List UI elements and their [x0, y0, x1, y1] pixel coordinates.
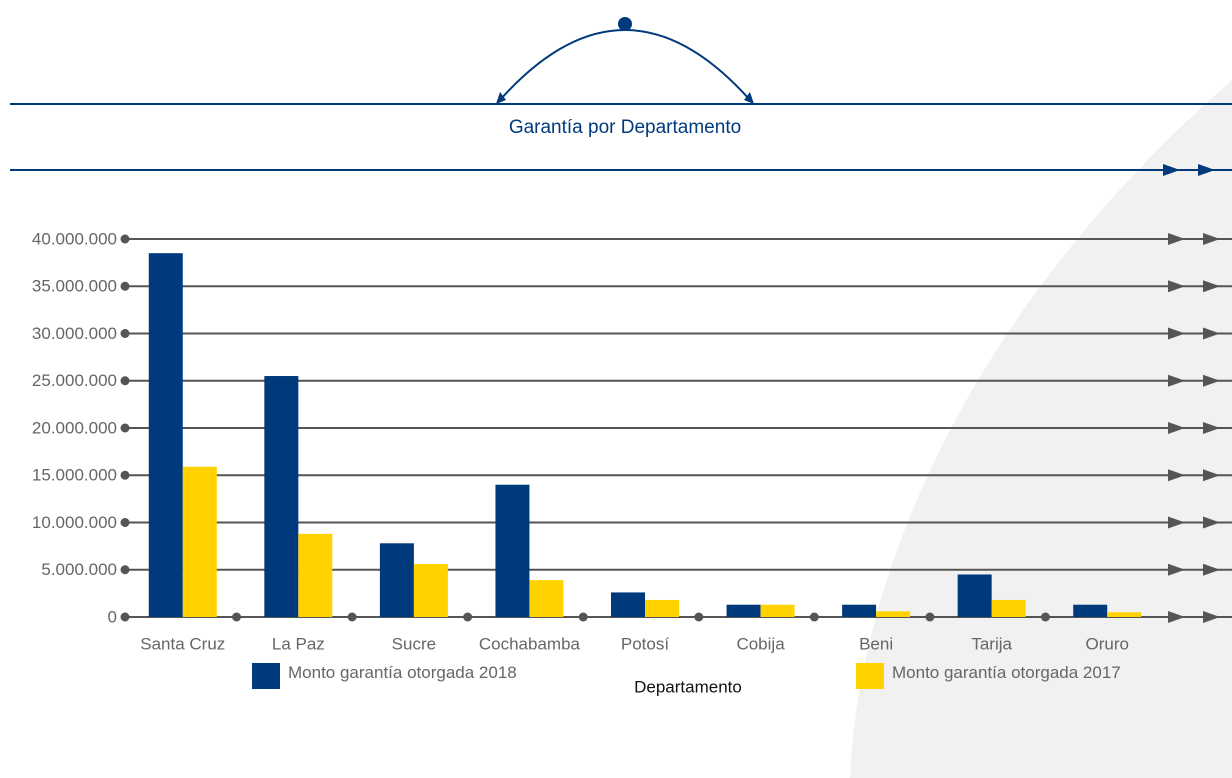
grid-dot [120, 612, 130, 622]
decor-arrow [496, 92, 506, 104]
grid-arrow [1203, 422, 1220, 434]
grid-arrow [1203, 611, 1220, 623]
bar [991, 599, 1026, 617]
decor-dot [618, 17, 632, 31]
x-tick-label: Beni [859, 634, 893, 653]
grid-dot [120, 423, 130, 433]
grid-arrow [1168, 516, 1185, 529]
grid-arrow [1168, 327, 1185, 340]
y-tick-label: 40.000.000 [32, 229, 117, 248]
legend-label: Monto garantía otorgada 2018 [288, 663, 517, 682]
decor-arrow [1163, 164, 1180, 176]
grid-dot [120, 518, 130, 527]
bar [645, 599, 679, 617]
separator-dot [347, 612, 357, 622]
x-tick-label: La Paz [272, 634, 325, 653]
grid-dot [120, 234, 130, 244]
grid-arrow [1203, 280, 1220, 293]
bar [182, 466, 217, 617]
x-tick-label: Tarija [971, 634, 1012, 653]
grid-arrow [1203, 233, 1220, 245]
y-tick-label: 15.000.000 [32, 466, 117, 485]
x-axis-label: Departamento [634, 677, 742, 696]
bar [842, 604, 877, 617]
grid-arrow [1203, 374, 1220, 387]
bar [876, 611, 911, 617]
x-tick-label: Cochabamba [479, 634, 581, 653]
grid-arrow [1168, 280, 1185, 293]
y-tick-label: 5.000.000 [41, 560, 117, 579]
bar [1073, 604, 1108, 617]
y-tick-label: 30.000.000 [32, 324, 117, 343]
grid-arrow [1168, 233, 1185, 245]
bar [726, 604, 761, 617]
legend-swatch [856, 663, 884, 689]
bar [760, 604, 795, 617]
bar [495, 484, 530, 617]
legend-label: Monto garantía otorgada 2017 [892, 663, 1121, 682]
bar [611, 592, 645, 617]
bar [957, 574, 992, 617]
separator-dot [463, 612, 473, 622]
bar [413, 564, 448, 617]
grid-arrow [1168, 563, 1185, 576]
legend-swatch [252, 663, 280, 689]
bar [148, 253, 183, 618]
decor-arrow [1198, 164, 1215, 176]
grid-arrow [1168, 374, 1185, 387]
decor-arc [499, 29, 751, 101]
grid-arrow [1203, 327, 1220, 340]
y-tick-label: 25.000.000 [32, 371, 117, 390]
separator-dot [694, 612, 704, 622]
separator-dot [232, 612, 242, 622]
y-tick-label: 35.000.000 [32, 277, 117, 296]
y-tick-label: 0 [108, 607, 117, 626]
grid-arrow [1168, 422, 1185, 434]
grid-arrow [1203, 469, 1220, 482]
grid-dot [120, 329, 130, 338]
bar [298, 533, 333, 617]
x-tick-label: Oruro [1085, 634, 1128, 653]
x-tick-label: Potosí [621, 634, 669, 653]
grid-arrow [1168, 469, 1185, 482]
grid-dot [120, 565, 130, 575]
grid-arrow [1168, 611, 1185, 623]
bar [1107, 612, 1142, 617]
grid-dot [120, 281, 130, 291]
bar [529, 580, 564, 617]
chart-title: Garantía por Departamento [509, 117, 741, 138]
separator-dot [1040, 612, 1050, 622]
y-tick-label: 10.000.000 [32, 513, 117, 532]
x-tick-label: Santa Cruz [140, 634, 225, 653]
grid-arrow [1203, 516, 1220, 529]
grid-dot [120, 470, 130, 480]
decor-arrow [744, 92, 754, 104]
grid-arrow [1203, 563, 1220, 576]
bar [264, 376, 299, 617]
separator-dot [578, 612, 588, 622]
grid-dot [120, 376, 130, 386]
x-tick-label: Sucre [392, 634, 436, 653]
y-tick-label: 20.000.000 [32, 418, 117, 437]
separator-dot [925, 612, 935, 622]
separator-dot [809, 612, 819, 622]
x-tick-label: Cobija [736, 634, 785, 653]
bar [379, 543, 414, 617]
